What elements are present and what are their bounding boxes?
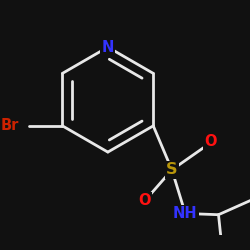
Text: S: S — [166, 162, 178, 177]
Text: NH: NH — [173, 206, 198, 221]
Text: O: O — [138, 193, 151, 208]
Text: Br: Br — [1, 118, 19, 133]
Text: N: N — [102, 40, 114, 55]
Text: O: O — [204, 134, 217, 148]
